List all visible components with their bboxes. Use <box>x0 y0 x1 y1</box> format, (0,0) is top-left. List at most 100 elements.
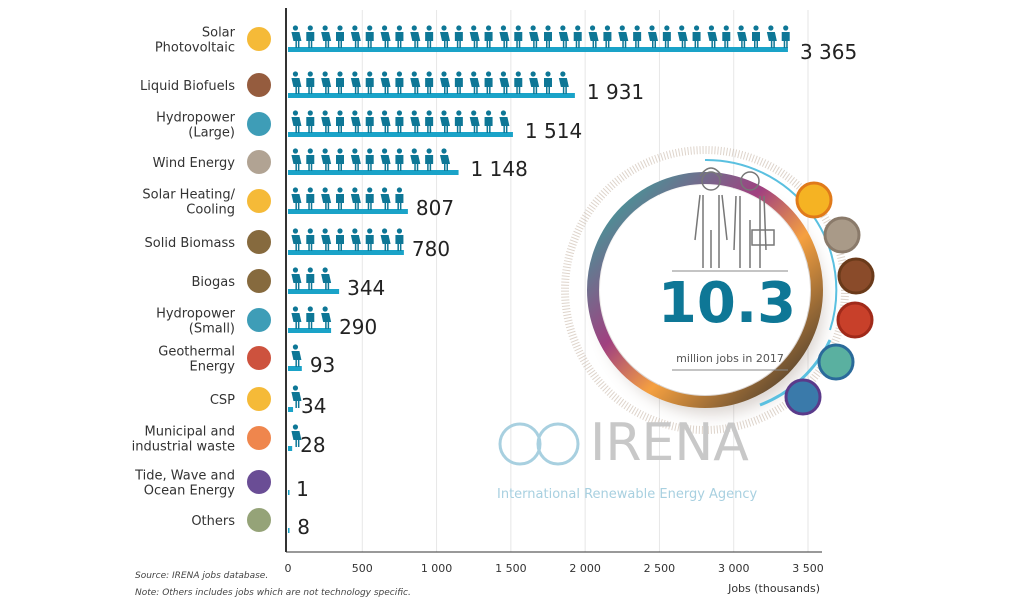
person-body <box>425 117 434 133</box>
person-icon <box>380 71 391 94</box>
person-body <box>410 32 421 48</box>
value-label: 28 <box>300 433 325 457</box>
person-icon <box>291 385 302 408</box>
person-icon <box>588 25 599 48</box>
value-label: 1 148 <box>471 157 528 181</box>
person-icon <box>469 25 480 48</box>
person-icon <box>350 148 361 171</box>
person-head <box>515 25 521 31</box>
person-body <box>440 117 450 133</box>
bar <box>288 366 302 371</box>
person-icon <box>321 148 332 171</box>
person-head <box>396 187 403 193</box>
person-head <box>322 25 328 31</box>
category-label: Wind Energy <box>153 156 236 171</box>
person-body <box>336 155 344 171</box>
person-head <box>292 228 299 234</box>
person-icon <box>321 228 332 251</box>
person-body <box>692 32 701 48</box>
person-head <box>471 71 477 77</box>
person-body <box>781 32 790 48</box>
footnote: Note: Others includes jobs which are not… <box>135 588 411 598</box>
person-body <box>291 274 302 290</box>
bar <box>288 250 404 255</box>
person-head <box>500 110 507 116</box>
person-head <box>575 25 581 31</box>
person-body <box>454 78 463 94</box>
person-head <box>337 228 343 234</box>
person-body <box>544 78 552 94</box>
person-icon <box>321 306 332 329</box>
person-head <box>307 25 313 31</box>
person-head <box>441 110 447 116</box>
person-head <box>723 25 729 31</box>
leaf-icon <box>245 267 273 295</box>
person-icon <box>752 25 760 48</box>
person-head <box>396 228 403 234</box>
person-head <box>530 25 536 31</box>
total-jobs-caption: million jobs in 2017 <box>676 352 784 365</box>
category-label: Liquid Biofuels <box>140 79 235 94</box>
person-head <box>545 71 551 77</box>
category-label: CSP <box>210 393 235 408</box>
person-body <box>365 78 374 94</box>
person-head <box>589 25 596 31</box>
person-head <box>381 228 388 234</box>
person-body <box>766 32 777 48</box>
person-icon <box>440 110 450 133</box>
person-head <box>619 25 625 31</box>
person-head <box>381 71 388 77</box>
person-body <box>484 78 493 94</box>
bar-row: Solar Heating/Cooling 807 <box>142 187 454 220</box>
waste-icon <box>245 424 273 452</box>
person-body <box>603 32 612 48</box>
person-head <box>441 25 447 31</box>
person-icon <box>395 228 404 251</box>
person-body <box>306 235 315 251</box>
person-body <box>321 194 332 210</box>
person-head <box>307 267 313 273</box>
person-head <box>411 148 417 154</box>
person-head <box>396 110 403 116</box>
person-icon <box>306 148 315 171</box>
person-icon <box>306 306 315 329</box>
person-icon <box>380 228 391 251</box>
person-icon <box>529 71 540 94</box>
wave-icon <box>245 468 273 496</box>
person-head <box>337 187 343 193</box>
person-head <box>307 228 313 234</box>
person-body <box>588 32 599 48</box>
person-head <box>456 110 462 116</box>
person-icon <box>365 187 374 210</box>
bar <box>288 407 294 412</box>
person-body <box>306 32 315 48</box>
total-jobs-graphic: 10.3 million jobs in 2017 <box>561 146 875 434</box>
bar <box>288 289 340 294</box>
value-label: 344 <box>347 276 385 300</box>
person-body <box>380 78 391 94</box>
person-body <box>440 32 450 48</box>
irena-logo: IRENA International Renewable Energy Age… <box>497 413 758 502</box>
value-label: 34 <box>301 394 326 418</box>
person-head <box>753 25 759 31</box>
person-head <box>292 71 299 77</box>
person-icon <box>321 71 332 94</box>
person-body <box>737 32 748 48</box>
person-body <box>306 78 315 94</box>
person-head <box>352 228 358 234</box>
person-head <box>292 25 299 31</box>
logo-name: IRENA <box>590 413 749 473</box>
person-head <box>441 148 447 154</box>
category-label: Solar <box>202 26 236 41</box>
bar <box>288 93 575 98</box>
person-head <box>322 306 328 312</box>
person-body <box>529 32 540 48</box>
person-body <box>395 32 404 48</box>
person-icon <box>306 71 315 94</box>
x-tick-label: 2 500 <box>644 562 676 575</box>
person-icon <box>484 25 493 48</box>
person-body <box>469 32 480 48</box>
person-icon <box>410 71 421 94</box>
